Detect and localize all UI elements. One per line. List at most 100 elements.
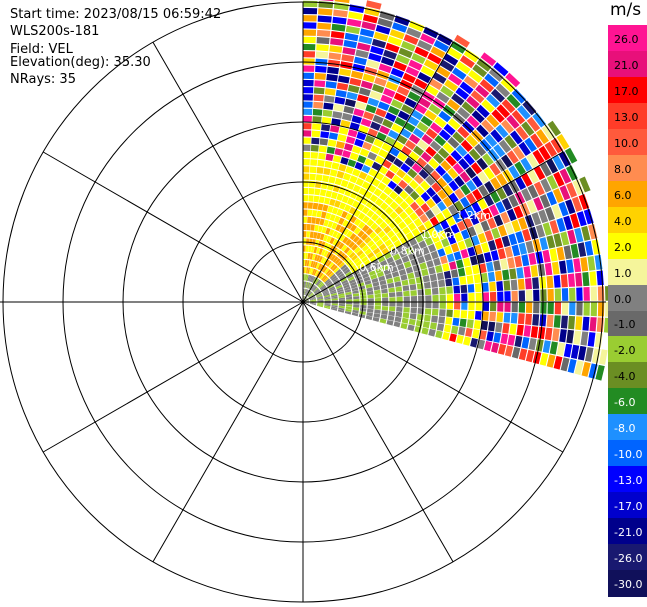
velocity-gate bbox=[516, 324, 524, 336]
velocity-gate bbox=[373, 285, 381, 291]
velocity-gate bbox=[454, 34, 470, 48]
velocity-gate bbox=[465, 134, 479, 148]
velocity-gate bbox=[376, 70, 390, 80]
velocity-gate bbox=[470, 162, 483, 175]
velocity-gate bbox=[349, 175, 358, 184]
velocity-gate bbox=[308, 292, 313, 298]
velocity-gate bbox=[308, 294, 315, 299]
velocity-gate bbox=[330, 31, 345, 39]
velocity-gate bbox=[338, 295, 345, 299]
velocity-gate bbox=[338, 307, 345, 311]
range-ring-label: 0.8km bbox=[390, 244, 425, 257]
velocity-gate bbox=[349, 152, 359, 161]
velocity-gate bbox=[305, 252, 308, 259]
velocity-gate bbox=[359, 28, 375, 38]
velocity-gate bbox=[553, 315, 561, 328]
velocity-gate bbox=[342, 236, 349, 244]
velocity-gate bbox=[500, 258, 508, 270]
velocity-gate bbox=[533, 289, 540, 301]
velocity-gate bbox=[346, 296, 353, 300]
velocity-gate bbox=[542, 222, 552, 236]
velocity-gate bbox=[310, 298, 316, 301]
velocity-gate bbox=[516, 267, 524, 279]
velocity-gate bbox=[410, 302, 418, 308]
velocity-gate bbox=[521, 188, 532, 202]
velocity-gate bbox=[356, 238, 364, 246]
velocity-gate bbox=[322, 204, 329, 212]
velocity-gate bbox=[539, 237, 549, 251]
velocity-gate bbox=[347, 159, 357, 168]
velocity-gate bbox=[436, 323, 445, 332]
velocity-gate bbox=[544, 327, 553, 341]
velocity-gate bbox=[414, 46, 429, 58]
velocity-gate bbox=[366, 287, 373, 292]
velocity-gate bbox=[572, 179, 584, 196]
velocity-gate bbox=[463, 217, 473, 229]
velocity-gate bbox=[324, 160, 333, 169]
velocity-gate bbox=[441, 238, 450, 248]
velocity-gate bbox=[410, 307, 417, 314]
velocity-gate bbox=[332, 111, 343, 119]
velocity-gate bbox=[326, 281, 333, 287]
colorbar-cell bbox=[608, 284, 647, 312]
velocity-gate bbox=[452, 131, 465, 144]
velocity-gate bbox=[307, 253, 311, 260]
velocity-gate bbox=[440, 160, 452, 172]
velocity-gate bbox=[566, 165, 578, 181]
velocity-gate bbox=[345, 213, 353, 221]
velocity-gate bbox=[563, 245, 572, 260]
velocity-gate bbox=[331, 296, 338, 299]
velocity-gate bbox=[405, 139, 416, 151]
velocity-gate bbox=[583, 287, 590, 301]
velocity-gate bbox=[414, 78, 428, 90]
velocity-gate bbox=[364, 280, 372, 285]
velocity-gate bbox=[542, 249, 551, 263]
velocity-gate bbox=[403, 261, 412, 269]
velocity-gate bbox=[490, 177, 502, 190]
velocity-gate bbox=[314, 289, 320, 294]
velocity-gate bbox=[447, 136, 460, 149]
velocity-gate bbox=[451, 93, 465, 106]
velocity-gate bbox=[514, 255, 523, 268]
velocity-gate bbox=[442, 142, 455, 154]
velocity-gate bbox=[317, 298, 324, 301]
velocity-gate bbox=[495, 124, 509, 138]
velocity-gate bbox=[329, 245, 335, 252]
velocity-gate bbox=[504, 302, 511, 312]
velocity-gate bbox=[382, 297, 389, 302]
velocity-gate bbox=[446, 302, 454, 310]
velocity-gate bbox=[380, 56, 395, 67]
velocity-gate bbox=[481, 242, 490, 253]
velocity-gate bbox=[525, 290, 533, 302]
velocity-gate bbox=[375, 239, 384, 247]
velocity-gate bbox=[359, 148, 370, 157]
velocity-gate bbox=[336, 208, 344, 217]
velocity-gate bbox=[540, 178, 552, 193]
velocity-gate bbox=[403, 216, 413, 226]
velocity-gate bbox=[381, 306, 389, 311]
velocity-gate bbox=[554, 302, 562, 315]
velocity-gate bbox=[374, 198, 384, 207]
velocity-gate bbox=[389, 201, 399, 210]
velocity-gate bbox=[311, 276, 316, 283]
velocity-gate bbox=[316, 232, 322, 240]
velocity-gate bbox=[413, 145, 424, 156]
velocity-gate bbox=[310, 300, 317, 302]
velocity-gate bbox=[438, 110, 452, 123]
velocity-gate bbox=[327, 284, 334, 289]
velocity-gate bbox=[395, 258, 403, 266]
velocity-gate bbox=[336, 250, 343, 258]
velocity-gate bbox=[476, 157, 488, 171]
velocity-gate bbox=[450, 41, 467, 54]
velocity-gate bbox=[488, 321, 496, 332]
velocity-gate bbox=[365, 0, 382, 10]
colorbar-cell bbox=[608, 414, 647, 441]
velocity-gate bbox=[349, 77, 362, 87]
velocity-gate bbox=[374, 293, 381, 298]
velocity-gate bbox=[459, 55, 475, 69]
velocity-gate bbox=[331, 298, 338, 301]
velocity-gate bbox=[367, 240, 375, 248]
velocity-gate bbox=[467, 246, 476, 257]
velocity-gate bbox=[321, 226, 327, 234]
velocity-gate bbox=[354, 138, 364, 148]
